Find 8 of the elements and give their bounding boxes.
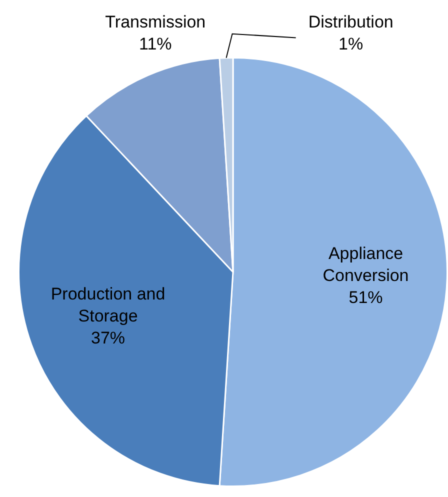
slice-label: Distribution xyxy=(308,12,394,32)
data-label: 1% xyxy=(338,34,364,54)
data-label: 11% xyxy=(139,34,172,54)
data-label: 37% xyxy=(91,328,126,348)
slice-label: Appliance Conversion xyxy=(322,244,409,285)
slice-label: Transmission xyxy=(105,12,206,32)
data-label: 51% xyxy=(348,288,383,307)
slice-label: Production and Storage xyxy=(50,284,166,326)
